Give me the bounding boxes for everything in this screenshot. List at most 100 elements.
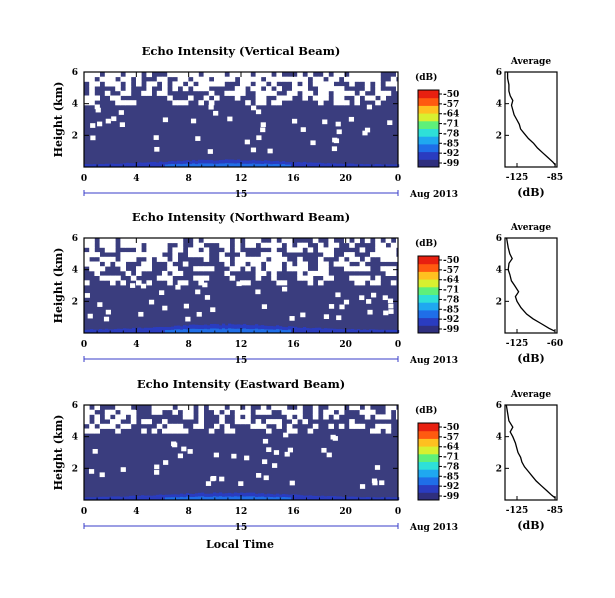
- data-gap-cell: [198, 266, 204, 272]
- data-gap-cell: [359, 275, 366, 281]
- data-gap-cell: [141, 252, 147, 258]
- data-gap-cell: [255, 419, 262, 425]
- echo-strong-cell: [207, 496, 211, 500]
- echo-strong-cell: [378, 331, 382, 333]
- data-gap-cell: [234, 242, 241, 248]
- data-gap-cell: [234, 261, 241, 267]
- data-gap-cell: [167, 423, 173, 429]
- data-gap-cell: [339, 304, 345, 310]
- echo-strong-cell: [198, 492, 202, 497]
- data-gap-cell: [266, 76, 272, 82]
- data-gap-cell: [115, 86, 121, 92]
- data-gap-cell: [89, 242, 95, 248]
- echo-strong-cell: [147, 162, 151, 165]
- data-gap-cell: [379, 480, 385, 486]
- y-tick-label: 6: [72, 401, 78, 411]
- data-gap-cell: [338, 95, 345, 101]
- data-gap-cell: [162, 419, 168, 425]
- echo-strong-cell: [162, 164, 166, 167]
- colorbar-swatch: [418, 136, 439, 145]
- echo-strong-cell: [222, 496, 226, 500]
- data-gap-cell: [244, 455, 250, 461]
- echo-strong-cell: [132, 330, 136, 333]
- echo-strong-cell: [96, 164, 100, 166]
- data-gap-cell: [260, 72, 267, 78]
- data-gap-cell: [89, 81, 95, 87]
- data-gap-cell: [255, 270, 262, 276]
- echo-strong-cell: [261, 493, 265, 497]
- data-gap-cell: [104, 72, 111, 78]
- echo-strong-cell: [366, 165, 370, 167]
- echo-strong-cell: [363, 498, 367, 500]
- y-tick-label: 4: [72, 100, 78, 110]
- data-gap-cell: [188, 95, 194, 101]
- panel-1: Echo Intensity (Northward Beam)0 4 8 12 16 20…: [52, 210, 563, 366]
- colorbar-swatch: [418, 453, 439, 462]
- data-gap-cell: [354, 72, 360, 78]
- echo-strong-cell: [177, 163, 181, 167]
- data-gap-cell: [182, 100, 189, 106]
- data-gap-cell: [240, 76, 246, 82]
- echo-strong-cell: [192, 493, 196, 497]
- data-gap-cell: [219, 405, 225, 411]
- data-gap-cell: [276, 405, 282, 411]
- colorbar-tick-label: -57: [443, 266, 459, 276]
- data-gap-cell: [375, 72, 381, 78]
- data-gap-cell: [328, 275, 334, 281]
- data-gap-cell: [90, 123, 96, 128]
- echo-strong-cell: [375, 497, 379, 499]
- average-title: Average: [510, 223, 551, 233]
- data-gap-cell: [297, 242, 303, 248]
- echo-strong-cell: [240, 160, 244, 164]
- data-gap-cell: [349, 242, 355, 248]
- data-gap-cell: [276, 266, 282, 272]
- echo-strong-cell: [168, 494, 172, 498]
- colorbar-tick-label: -71: [443, 286, 459, 296]
- heatmap: [84, 72, 402, 167]
- data-gap-cell: [292, 247, 298, 253]
- echo-strong-cell: [324, 163, 328, 166]
- data-gap-cell: [292, 419, 298, 425]
- data-gap-cell: [333, 261, 340, 267]
- data-gap-cell: [328, 423, 334, 429]
- echo-strong-cell: [267, 160, 271, 164]
- data-gap-cell: [307, 428, 314, 434]
- echo-strong-cell: [300, 497, 304, 500]
- data-gap-cell: [276, 95, 282, 101]
- echo-strong-cell: [141, 330, 145, 333]
- data-gap-cell: [276, 280, 282, 286]
- data-gap-cell: [344, 266, 350, 272]
- data-gap-cell: [214, 405, 220, 411]
- y-tick-label: 2: [72, 464, 78, 474]
- echo-strong-cell: [84, 164, 88, 166]
- data-gap-cell: [396, 238, 402, 244]
- colorbar-swatch: [418, 90, 439, 99]
- echo-strong-cell: [159, 164, 163, 167]
- data-gap-cell: [193, 252, 199, 258]
- echo-strong-cell: [369, 329, 373, 332]
- data-gap-cell: [385, 266, 392, 272]
- x-tick-label: 4: [133, 174, 139, 184]
- echo-strong-cell: [336, 163, 340, 166]
- echo-strong-cell: [261, 163, 265, 167]
- echo-strong-cell: [108, 331, 112, 333]
- data-gap-cell: [359, 76, 366, 82]
- echo-strong-cell: [189, 328, 193, 333]
- echo-strong-cell: [102, 331, 106, 333]
- data-gap-cell: [255, 81, 262, 87]
- data-gap-cell: [125, 90, 132, 96]
- echo-strong-cell: [201, 496, 205, 500]
- echo-strong-cell: [87, 497, 91, 499]
- data-gap-cell: [286, 95, 293, 101]
- echo-strong-cell: [351, 498, 355, 500]
- data-gap-cell: [198, 419, 204, 425]
- date-label: Aug 2013: [409, 523, 458, 533]
- data-gap-cell: [307, 270, 314, 276]
- data-gap-cell: [110, 242, 116, 248]
- echo-strong-cell: [363, 497, 367, 499]
- data-gap-cell: [125, 100, 132, 106]
- data-gap-cell: [104, 423, 111, 429]
- data-gap-cell: [141, 419, 147, 425]
- echo-strong-cell: [183, 160, 187, 164]
- echo-strong-cell: [150, 330, 154, 333]
